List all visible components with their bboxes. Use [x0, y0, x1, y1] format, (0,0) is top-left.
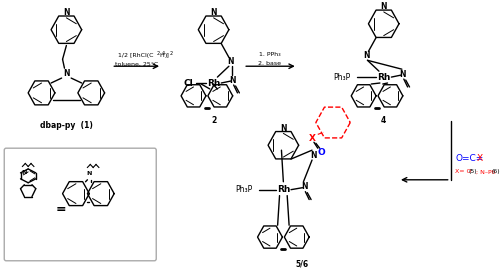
Text: Ph₃P: Ph₃P [236, 185, 253, 194]
Text: 2: 2 [170, 51, 172, 56]
Text: (6): (6) [492, 169, 500, 174]
Text: 1/2 [RhCl(C: 1/2 [RhCl(C [118, 53, 154, 58]
Text: 2: 2 [156, 51, 160, 56]
Text: N: N [310, 151, 317, 160]
Text: N: N [364, 51, 370, 60]
Text: X: X [308, 134, 316, 143]
Text: 2. base: 2. base [258, 61, 281, 66]
Text: Rh: Rh [276, 185, 290, 194]
Text: H: H [159, 53, 164, 58]
Text: Ph₃P: Ph₃P [333, 73, 350, 82]
Text: N: N [301, 182, 308, 191]
Text: N: N [210, 9, 217, 17]
Text: N: N [22, 170, 27, 175]
Text: N: N [228, 57, 234, 66]
Text: dbap-py  (1): dbap-py (1) [40, 121, 93, 130]
Text: Rh: Rh [207, 79, 220, 87]
Text: =: = [56, 203, 66, 216]
Text: 4: 4 [381, 116, 386, 125]
Text: Rh: Rh [377, 73, 390, 82]
Text: Cl: Cl [184, 79, 194, 87]
FancyBboxPatch shape [4, 148, 156, 261]
Text: toluene, 25°C: toluene, 25°C [114, 62, 158, 67]
Text: ; N–Ph: ; N–Ph [476, 169, 498, 174]
Text: O=C=: O=C= [456, 153, 483, 163]
Text: X= O: X= O [456, 169, 474, 174]
Text: O: O [318, 148, 326, 157]
Text: N: N [230, 76, 236, 84]
Text: N: N [380, 2, 387, 12]
Text: )]: )] [165, 53, 170, 58]
Text: 1. PPh₃: 1. PPh₃ [259, 52, 281, 57]
Text: N: N [280, 124, 286, 133]
Text: 2: 2 [211, 116, 216, 125]
Text: 4: 4 [162, 51, 165, 56]
Text: (5): (5) [469, 169, 478, 174]
Text: N: N [63, 69, 70, 78]
Text: X: X [476, 153, 482, 163]
Text: N: N [63, 9, 70, 17]
Text: 5/6: 5/6 [296, 259, 309, 268]
Text: N: N [86, 171, 92, 176]
Text: N: N [400, 70, 406, 79]
